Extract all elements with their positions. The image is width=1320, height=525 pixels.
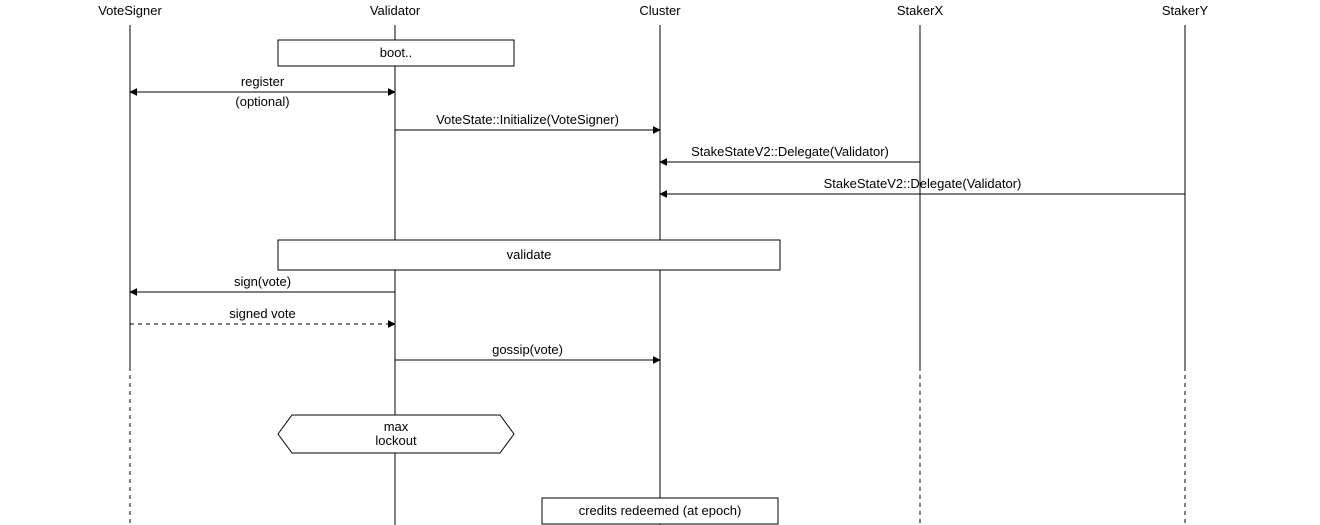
note-label-maxlockout-0: max	[384, 419, 409, 434]
note-credits: credits redeemed (at epoch)	[542, 498, 778, 524]
participant-title-stakerx: StakerX	[897, 3, 944, 18]
participant-title-cluster: Cluster	[639, 3, 681, 18]
message-delegY: StakeStateV2::Delegate(Validator)	[660, 176, 1185, 194]
message-label-votestate: VoteState::Initialize(VoteSigner)	[436, 112, 619, 127]
note-label-credits: credits redeemed (at epoch)	[579, 503, 742, 518]
note-maxlockout: maxlockout	[278, 415, 514, 453]
message-register: register (optional)	[130, 74, 395, 109]
message-label-signedvote: signed vote	[229, 306, 296, 321]
messages: register(optional)VoteState::Initialize(…	[130, 74, 1185, 360]
message-votestate: VoteState::Initialize(VoteSigner)	[395, 112, 660, 130]
message-label-delegX: StakeStateV2::Delegate(Validator)	[691, 144, 889, 159]
note-boot: boot..	[278, 40, 514, 66]
participant-title-stakery: StakerY	[1162, 3, 1209, 18]
note-label-validate: validate	[507, 247, 552, 262]
note-label-boot: boot..	[380, 45, 413, 60]
message-label-sign: sign(vote)	[234, 274, 291, 289]
message-label-gossip: gossip(vote)	[492, 342, 563, 357]
note-validate: validate	[278, 240, 780, 270]
message-label-delegY: StakeStateV2::Delegate(Validator)	[824, 176, 1022, 191]
note-label-maxlockout-1: lockout	[375, 433, 417, 448]
sequence-diagram: VoteSigner Validator Cluster StakerX StakerY…	[0, 0, 1320, 525]
message-signedvote: signed vote	[130, 306, 395, 324]
participant-title-validator: Validator	[370, 3, 421, 18]
participant-title-votesigner: VoteSigner	[98, 3, 162, 18]
message-sign: sign(vote)	[130, 274, 395, 292]
message-gossip: gossip(vote)	[395, 342, 660, 360]
message-delegX: StakeStateV2::Delegate(Validator)	[660, 144, 920, 162]
message-label-register: register	[241, 74, 285, 89]
participant-titles: VoteSigner Validator Cluster StakerX StakerY	[98, 3, 1208, 18]
message-sublabel-register: (optional)	[235, 94, 289, 109]
